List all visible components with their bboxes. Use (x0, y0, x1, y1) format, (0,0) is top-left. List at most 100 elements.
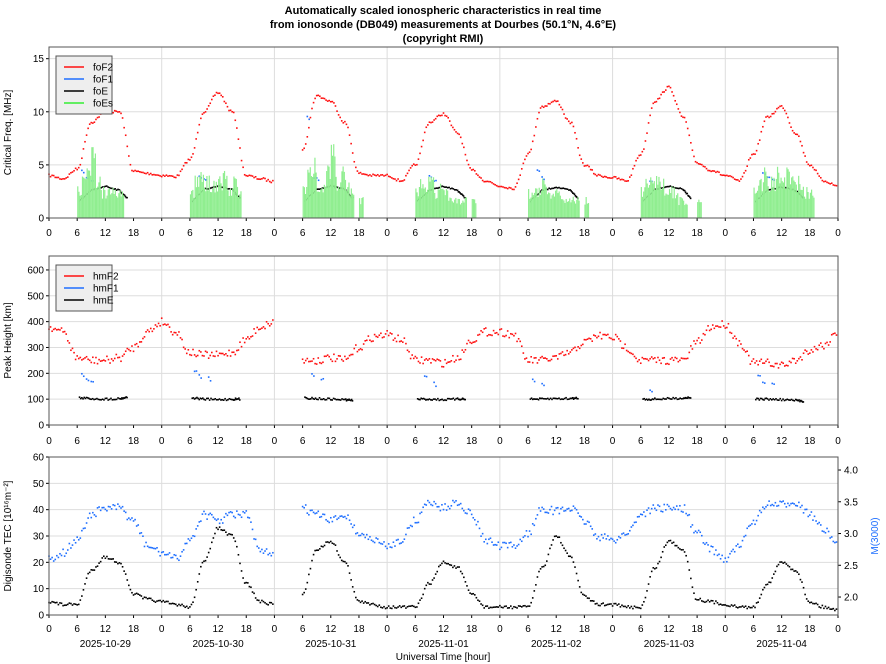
data-point (329, 358, 332, 361)
data-point (757, 363, 759, 366)
data-point (207, 551, 210, 554)
esbar (90, 175, 92, 218)
data-point (257, 547, 260, 549)
data-point (214, 186, 217, 188)
data-point (378, 175, 381, 177)
data-point (464, 512, 467, 514)
data-point (192, 348, 194, 351)
data-point (729, 175, 731, 177)
data-point (87, 517, 89, 519)
data-point (442, 112, 445, 114)
data-point (306, 115, 309, 118)
data-point (603, 533, 606, 535)
data-point (206, 108, 208, 110)
data-point (117, 188, 119, 191)
data-point (665, 398, 667, 400)
data-point (267, 322, 269, 325)
data-point (49, 558, 52, 560)
data-point (730, 604, 733, 606)
data-point (708, 550, 711, 553)
data-point (253, 592, 255, 595)
data-point (819, 606, 822, 609)
x-tick-label: 6 (300, 228, 306, 239)
data-point (301, 358, 304, 361)
data-point (572, 505, 575, 507)
data-point (558, 103, 561, 106)
data-point (614, 602, 617, 605)
data-point (114, 188, 117, 190)
data-point (173, 176, 176, 179)
data-point (162, 551, 165, 553)
data-point (558, 186, 560, 189)
data-point (492, 544, 495, 546)
data-point (624, 343, 626, 346)
data-point (543, 178, 545, 181)
data-point (594, 335, 597, 337)
x-tick-label: 12 (100, 436, 112, 447)
data-point (113, 357, 116, 360)
data-point (596, 537, 598, 540)
esbar (342, 166, 344, 218)
esbar (443, 190, 445, 218)
data-point (525, 530, 528, 532)
y-tick-label: 30 (33, 532, 45, 543)
data-point (168, 602, 171, 605)
data-point (780, 561, 783, 563)
data-point (93, 121, 96, 123)
data-point (758, 139, 761, 141)
data-point (492, 606, 495, 609)
data-point (505, 334, 507, 337)
data-point (566, 398, 569, 401)
x-tick-label: 12 (776, 436, 788, 447)
esbar (78, 191, 80, 218)
esbar (230, 195, 233, 218)
data-point (610, 177, 612, 179)
data-point (788, 360, 791, 363)
data-point (315, 94, 318, 97)
esbar (236, 186, 239, 218)
data-point (702, 600, 705, 603)
data-point (400, 180, 403, 182)
data-point (448, 563, 451, 566)
data-point (550, 505, 553, 508)
data-point (111, 187, 114, 190)
data-point (467, 589, 470, 591)
data-point (654, 567, 656, 570)
data-point (829, 183, 831, 185)
esbar (698, 199, 700, 218)
data-point (664, 89, 667, 91)
data-point (834, 609, 836, 612)
data-point (644, 515, 647, 518)
data-point (580, 344, 583, 347)
data-point (215, 519, 218, 522)
data-point (214, 355, 216, 358)
data-point (514, 186, 517, 188)
data-point (118, 505, 121, 508)
data-point (649, 399, 651, 401)
data-point (220, 94, 223, 97)
data-point (752, 519, 755, 522)
esbar (315, 172, 317, 218)
data-point (788, 504, 791, 507)
data-point (699, 163, 702, 166)
data-point (101, 506, 104, 509)
data-point (309, 567, 312, 570)
data-point (355, 166, 357, 169)
y-tick-label: 0 (38, 214, 44, 225)
esbar (806, 187, 808, 218)
data-point (835, 334, 838, 336)
data-point (519, 174, 522, 176)
data-point (600, 603, 603, 605)
data-point (409, 357, 412, 360)
data-point (682, 548, 684, 551)
data-point (87, 358, 89, 361)
data-point (672, 541, 675, 544)
data-point (628, 529, 631, 532)
data-point (624, 534, 626, 536)
data-point (83, 396, 86, 399)
data-point (605, 604, 608, 606)
data-point (63, 330, 66, 333)
data-point (834, 184, 836, 187)
data-point (679, 397, 681, 399)
esbar (461, 202, 463, 218)
